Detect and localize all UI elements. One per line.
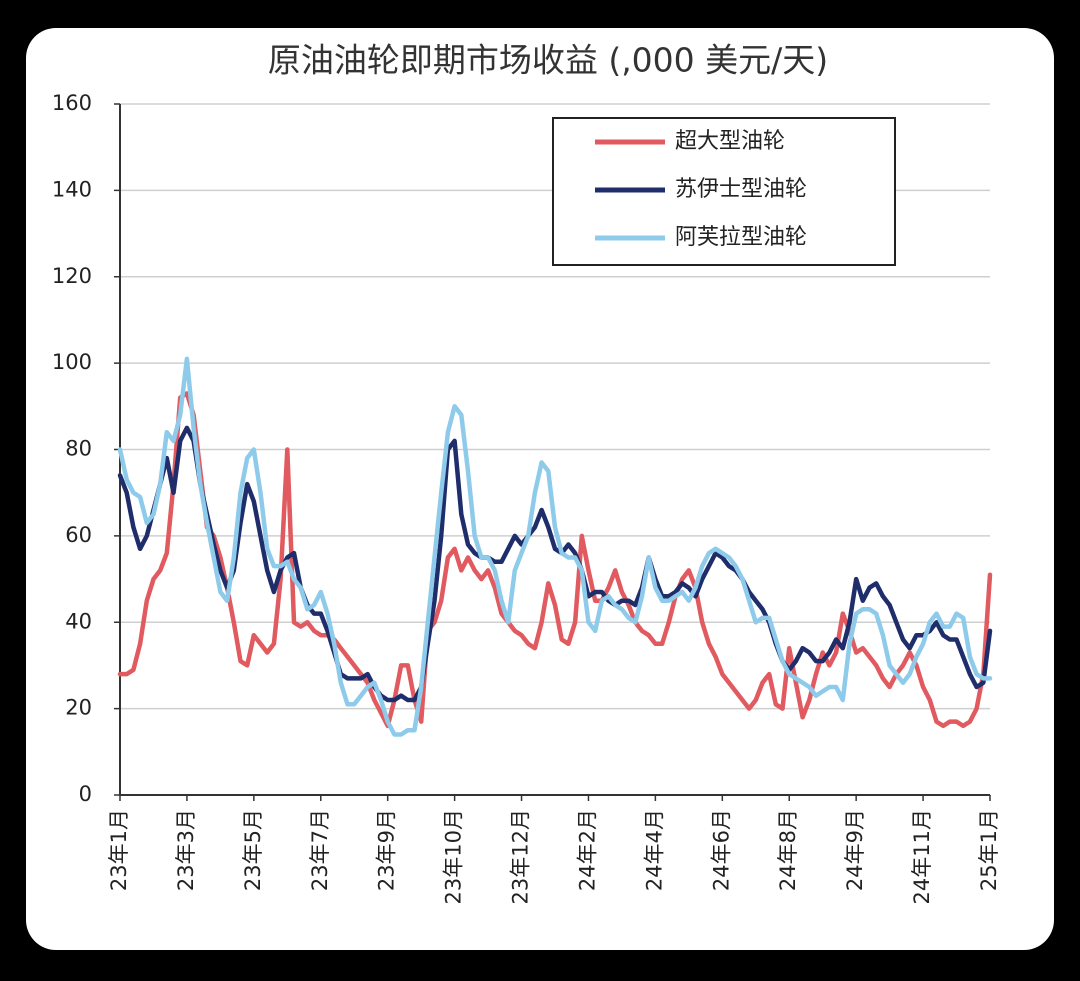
- x-tick-label: 25年1月: [977, 809, 1001, 891]
- y-tick-label: 160: [52, 91, 92, 115]
- x-tick-label: 24年11月: [910, 809, 934, 904]
- series-line: [117, 391, 993, 729]
- y-tick-label: 100: [52, 350, 92, 374]
- y-tick-label: 60: [65, 523, 92, 547]
- y-tick-label: 80: [65, 437, 92, 461]
- y-tick-label: 120: [52, 264, 92, 288]
- x-tick-label: 24年4月: [642, 809, 666, 891]
- y-tick-label: 0: [79, 782, 92, 806]
- y-tick-label: 140: [52, 177, 92, 201]
- x-tick-label: 23年10月: [442, 809, 466, 904]
- y-tick-label: 40: [65, 609, 92, 633]
- legend-label: 超大型油轮: [675, 129, 785, 154]
- x-tick-label: 23年1月: [107, 809, 131, 891]
- x-tick-label: 23年9月: [375, 809, 399, 891]
- legend-label: 苏伊士型油轮: [675, 177, 807, 202]
- series-line: [117, 356, 993, 737]
- y-tick-label: 20: [65, 696, 92, 720]
- x-tick-label: 23年12月: [509, 809, 533, 904]
- series-line: [117, 425, 993, 703]
- x-tick-label: 23年5月: [241, 809, 265, 891]
- x-tick-label: 24年2月: [575, 809, 599, 891]
- x-tick-label: 23年3月: [174, 809, 198, 891]
- x-tick-label: 23年7月: [308, 809, 332, 891]
- legend-label: 阿芙拉型油轮: [675, 225, 807, 250]
- x-tick-label: 24年6月: [709, 809, 733, 891]
- x-tick-label: 24年9月: [843, 809, 867, 891]
- chart-title: 原油油轮即期市场收益 (,000 美元/天): [268, 41, 828, 80]
- x-tick-label: 24年8月: [776, 809, 800, 891]
